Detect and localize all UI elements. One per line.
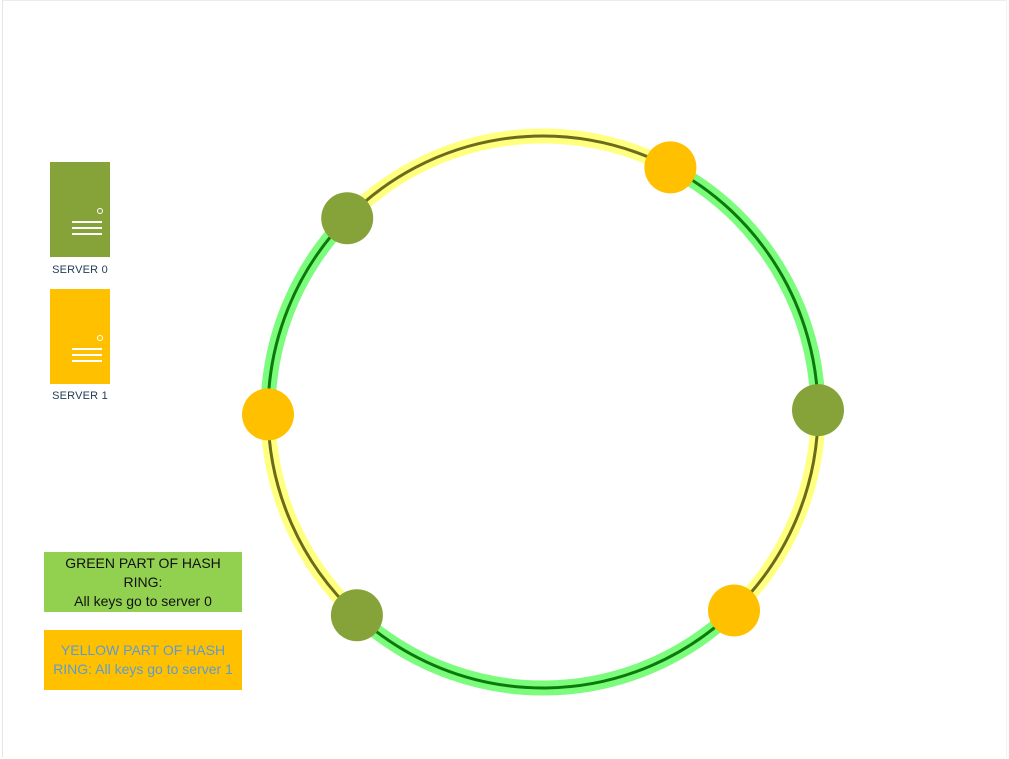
server-1-node <box>242 388 294 441</box>
legend-yellow-line2: RING: All keys go to server 1 <box>53 661 233 677</box>
server-1-slot-icon <box>72 354 102 356</box>
server-0-node <box>330 589 383 642</box>
green-ring-segment <box>261 224 342 403</box>
legend-yellow-line1: YELLOW PART OF HASH <box>60 642 226 658</box>
server-0-icon <box>50 162 110 257</box>
legend-yellow: YELLOW PART OF HASH RING: All keys go to… <box>44 630 242 690</box>
server-1-node <box>708 584 760 637</box>
ring-line-segment <box>346 134 672 220</box>
server-0-led-icon <box>97 208 103 214</box>
server-0-node <box>321 192 374 245</box>
legend-green-line1: GREEN PART OF HASH RING: <box>65 554 221 590</box>
ring-line-segment <box>266 414 358 617</box>
ring-line-segment <box>732 410 820 612</box>
ring-line-segment <box>355 609 736 690</box>
yellow-ring-segment <box>739 421 825 605</box>
server-0-slot-icon <box>72 227 102 229</box>
yellow-ring-segment <box>353 128 661 213</box>
ring-line-segment <box>669 166 820 411</box>
server-0-node <box>792 384 844 437</box>
server-1-node <box>644 141 697 194</box>
legend-green: GREEN PART OF HASH RING: All keys go to … <box>44 552 242 612</box>
ring-lines <box>266 134 820 690</box>
server-1-led-icon <box>97 335 103 341</box>
server-0-slot-icon <box>72 233 102 235</box>
yellow-ring-segment <box>261 426 351 610</box>
ring-nodes <box>242 141 844 642</box>
green-ring-segment <box>679 169 825 399</box>
green-ring-segment <box>363 615 728 696</box>
ring-line-segment <box>266 217 349 415</box>
server-1-slot-icon <box>72 348 102 350</box>
legend-green-line2: All keys go to server 0 <box>74 592 212 609</box>
server-1-slot-icon <box>72 360 102 362</box>
server-1-icon <box>50 289 110 384</box>
server-0-caption: SERVER 0 <box>52 264 108 276</box>
server-1-caption: SERVER 1 <box>52 390 108 402</box>
server-0-slot-icon <box>72 221 102 223</box>
